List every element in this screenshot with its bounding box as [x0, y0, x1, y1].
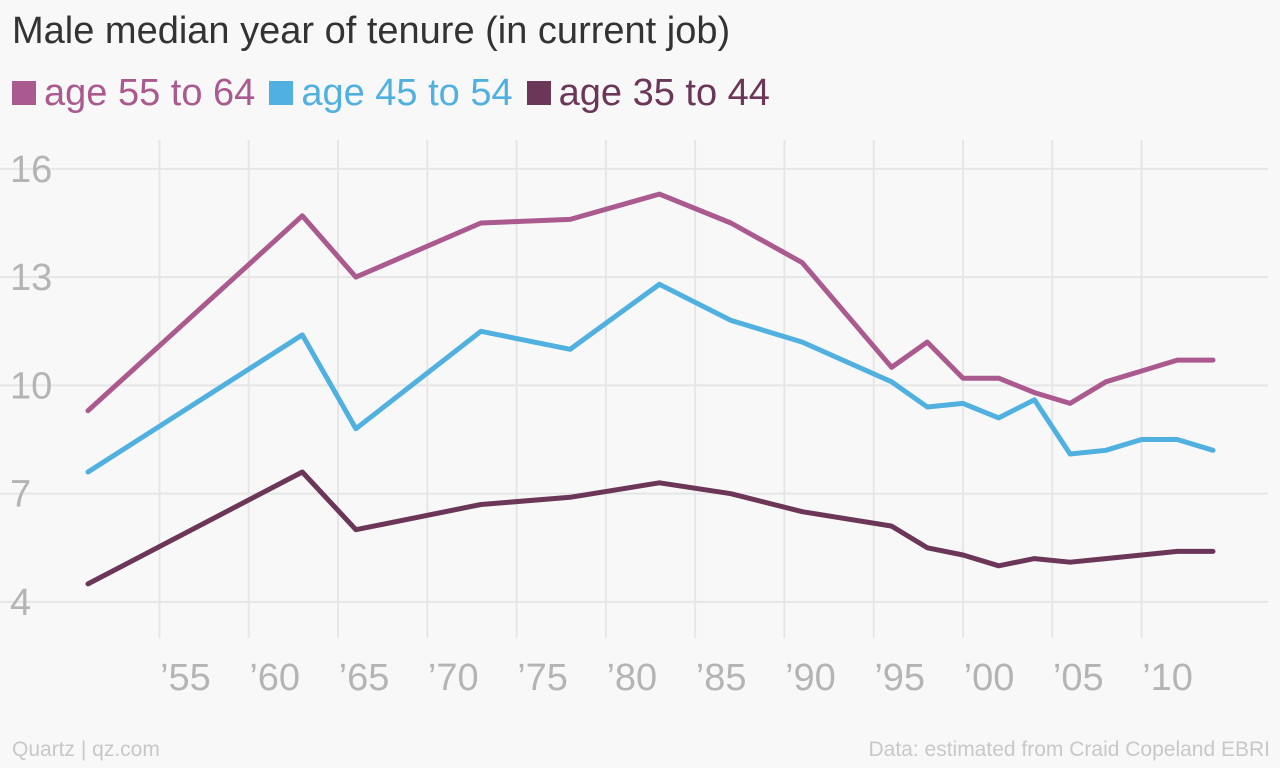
x-tick-label-1990: ’90	[785, 657, 836, 699]
y-tick-label-16: 16	[10, 149, 52, 191]
footer-source-brand: Quartz | qz.com	[12, 738, 160, 761]
x-tick-label-1960: ’60	[249, 657, 300, 699]
legend-label-age-35-to-44: age 35 to 44	[558, 71, 770, 114]
series-line-age-35-to-44	[85, 469, 1216, 587]
x-tick-label-1965: ’65	[339, 657, 390, 699]
legend: age 55 to 64 age 45 to 54 age 35 to 44	[12, 70, 770, 116]
legend-item-age-35-to-44: age 35 to 44	[526, 71, 770, 115]
series-line-age-45-to-54	[85, 281, 1216, 475]
legend-swatch-age-55-to-64	[12, 81, 36, 105]
legend-swatch-age-45-to-54	[269, 81, 294, 105]
chart-title: Male median year of tenure (in current j…	[12, 10, 731, 52]
legend-label-age-55-to-64: age 55 to 64	[44, 71, 256, 114]
x-tick-label-1985: ’85	[696, 657, 747, 699]
legend-item-age-45-to-54: age 45 to 54	[269, 71, 513, 115]
x-tick-label-1980: ’80	[606, 657, 657, 699]
legend-item-age-55-to-64: age 55 to 64	[12, 72, 255, 115]
y-tick-label-13: 13	[10, 257, 52, 299]
footer-data-credit: Data: estimated from Craid Copeland EBRI	[868, 738, 1270, 761]
x-tick-label-1955: ’55	[160, 657, 211, 699]
x-tick-label-1970: ’70	[428, 657, 479, 699]
x-tick-label-1975: ’75	[517, 657, 568, 699]
legend-swatch-age-35-to-44	[526, 81, 551, 105]
y-tick-label-7: 7	[10, 474, 31, 516]
x-tick-label-2010: ’10	[1142, 657, 1193, 699]
y-tick-label-4: 4	[10, 582, 31, 624]
x-tick-label-2000: ’00	[964, 657, 1015, 699]
x-tick-label-1995: ’95	[874, 657, 925, 699]
x-tick-label-2005: ’05	[1053, 657, 1104, 699]
legend-label-age-45-to-54: age 45 to 54	[301, 71, 513, 114]
series-line-age-55-to-64	[85, 191, 1216, 414]
y-tick-label-10: 10	[10, 365, 52, 407]
